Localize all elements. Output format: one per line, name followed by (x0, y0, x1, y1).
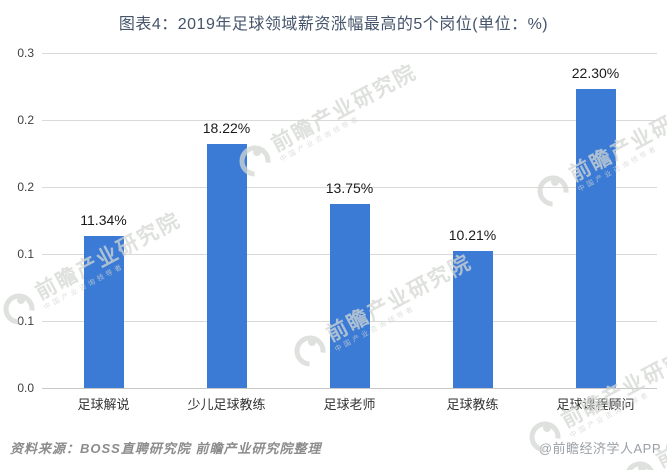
bar-value-label: 18.22% (202, 119, 251, 136)
x-axis-line (42, 388, 657, 389)
x-axis-category-label: 少儿足球教练 (187, 397, 266, 412)
chart-title: 图表4：2019年足球领域薪资涨幅最高的5个岗位(单位：%) (118, 16, 549, 33)
bar-value-label: 10.21% (448, 227, 497, 244)
gridline (42, 187, 657, 188)
source-note: 资料来源：BOSS直聘研究院 前瞻产业研究院整理 (10, 441, 322, 456)
y-axis-tick-label: 0.3 (17, 46, 34, 60)
bar-value-label: 22.30% (571, 65, 620, 82)
y-axis-tick-label: 0.1 (17, 247, 34, 261)
y-axis-tick-label: 0.0 (17, 381, 34, 395)
x-axis-category-label: 足球解说 (77, 397, 130, 412)
gridline (42, 53, 657, 54)
bar (575, 89, 616, 388)
bar-value-label: 11.34% (80, 212, 127, 229)
bar-value-label: 13.75% (325, 179, 374, 196)
y-axis-tick-label: 0.1 (17, 314, 34, 328)
bar (83, 236, 124, 388)
brand-credit: @前瞻经济学人APP (538, 441, 661, 456)
x-axis-category-label: 足球老师 (323, 397, 376, 412)
x-axis-category-label: 足球课程顾问 (556, 397, 635, 412)
bar (206, 143, 247, 388)
bar (452, 251, 493, 388)
y-axis-tick-label: 0.2 (17, 113, 34, 127)
x-axis-category-label: 足球教练 (446, 397, 499, 412)
y-axis-tick-label: 0.2 (17, 180, 34, 194)
gridline (42, 120, 657, 121)
bar (329, 203, 370, 388)
